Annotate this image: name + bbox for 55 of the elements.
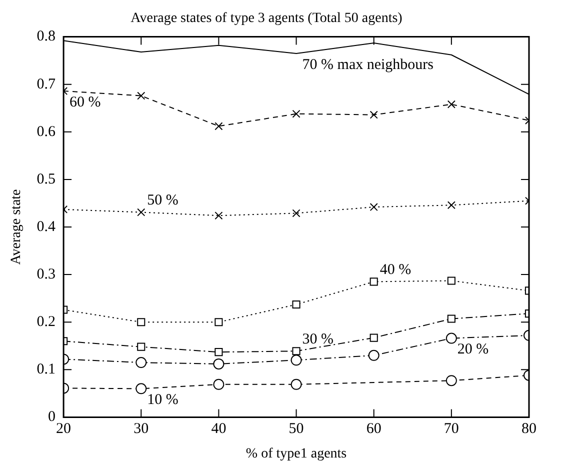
point bbox=[214, 122, 223, 130]
y-tick-label: 0.8 bbox=[36, 28, 56, 45]
point bbox=[370, 334, 378, 342]
point bbox=[370, 110, 378, 119]
annotation: 20 % bbox=[457, 342, 489, 358]
y-tick-label: 0.6 bbox=[36, 124, 56, 140]
point bbox=[292, 347, 300, 356]
y-tick-label: 0.2 bbox=[36, 314, 56, 330]
chart-title: Average states of type 3 agents (Total 50 agents) bbox=[130, 11, 403, 26]
y-tick-label: 0.4 bbox=[36, 218, 56, 235]
point bbox=[137, 342, 146, 351]
y-tick-label: 0.5 bbox=[36, 171, 56, 188]
point bbox=[446, 332, 457, 344]
annotation: 40 % bbox=[380, 262, 412, 278]
y-tick-label: 0.3 bbox=[36, 266, 56, 282]
point bbox=[447, 314, 456, 323]
point bbox=[137, 92, 146, 100]
annotation: 70 % max neighbours bbox=[302, 56, 434, 73]
x-tick-label: 60 bbox=[366, 421, 382, 438]
point bbox=[368, 350, 380, 361]
point bbox=[137, 208, 146, 216]
annotation: 50 % bbox=[147, 192, 178, 209]
point bbox=[447, 100, 456, 108]
point bbox=[290, 378, 302, 390]
point bbox=[292, 209, 300, 218]
x-tick-label: 30 bbox=[134, 421, 149, 438]
point bbox=[370, 278, 378, 286]
x-tick-label: 20 bbox=[56, 421, 72, 438]
y-tick-label: 0 bbox=[48, 409, 56, 426]
point bbox=[292, 300, 300, 309]
x-axis-title: % of type1 agents bbox=[246, 446, 347, 462]
point bbox=[136, 383, 147, 394]
point bbox=[447, 276, 456, 285]
y-axis-title: Average state bbox=[9, 189, 24, 265]
x-tick-label: 50 bbox=[288, 421, 304, 438]
point bbox=[137, 318, 146, 326]
point bbox=[214, 348, 223, 356]
point bbox=[214, 212, 223, 220]
annotation: 60 % bbox=[70, 94, 101, 110]
point bbox=[213, 358, 224, 370]
point bbox=[446, 375, 457, 386]
point bbox=[214, 318, 223, 326]
point bbox=[213, 378, 224, 390]
x-tick-label: 70 bbox=[444, 421, 459, 438]
point bbox=[292, 110, 300, 118]
x-tick-label: 40 bbox=[211, 421, 226, 438]
annotation: 30 % bbox=[302, 332, 334, 348]
point bbox=[136, 357, 147, 368]
y-tick-label: 0.7 bbox=[36, 76, 56, 92]
point bbox=[447, 201, 456, 210]
point bbox=[290, 354, 302, 366]
annotation: 10 % bbox=[147, 392, 178, 408]
x-tick-label: 80 bbox=[522, 421, 536, 438]
point bbox=[370, 202, 378, 212]
y-tick-label: 0.1 bbox=[36, 362, 56, 378]
